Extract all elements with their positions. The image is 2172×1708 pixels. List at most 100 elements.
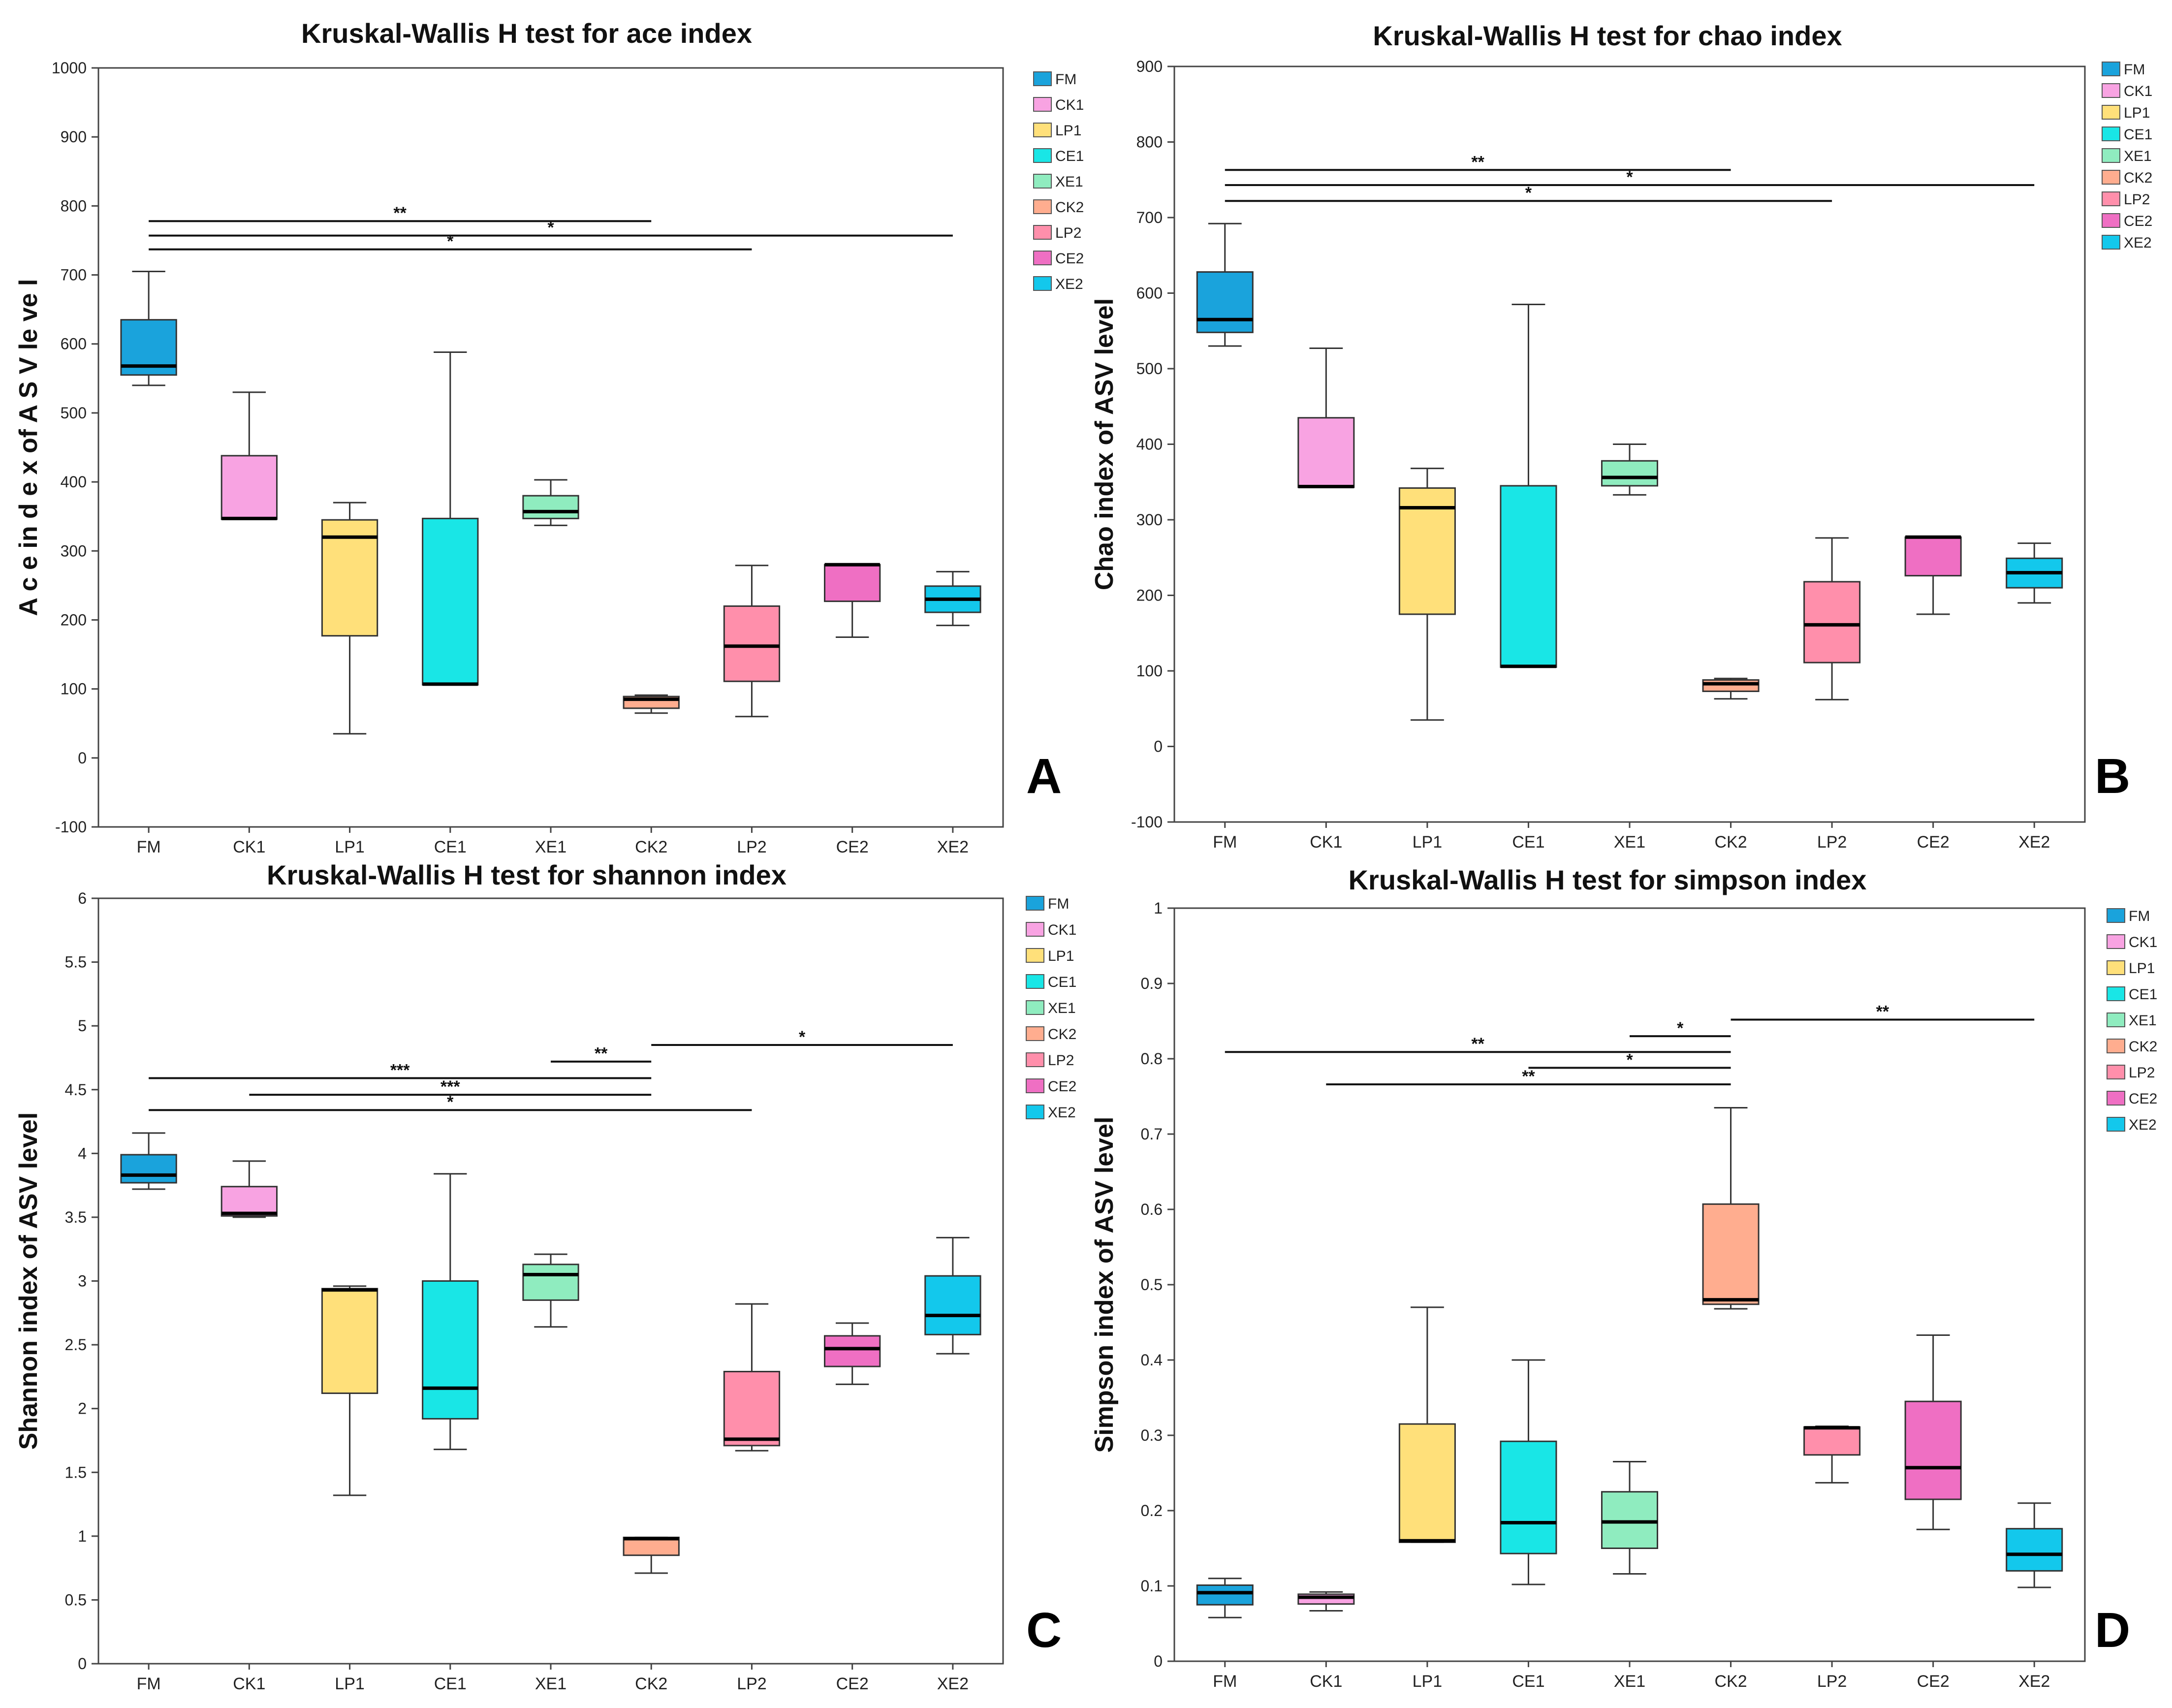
x-tick-label: LP2 [1817, 833, 1847, 852]
significance-label: ** [393, 204, 407, 222]
legend-label: CK2 [2129, 1039, 2157, 1055]
chart-title: Kruskal-Wallis H test for chao index [1373, 20, 1842, 51]
x-tick-label: LP1 [335, 1675, 365, 1693]
y-tick-label: 500 [1136, 360, 1163, 378]
y-tick-label: 700 [61, 266, 87, 284]
box-ce2 [1904, 536, 1962, 577]
legend-swatch [1026, 1078, 1044, 1093]
y-tick-label: 300 [61, 542, 87, 560]
legend-label: LP2 [2124, 191, 2150, 208]
legend-label: CK2 [1055, 199, 1084, 216]
box-lp2 [723, 1371, 781, 1447]
y-tick-label: 3 [78, 1272, 87, 1290]
y-tick-label: 0.7 [1141, 1125, 1163, 1143]
legend-label: CE1 [2124, 127, 2152, 143]
x-tick-label: CK1 [233, 1675, 265, 1693]
x-tick-label: CK2 [635, 838, 667, 856]
y-tick-label: 2 [78, 1400, 87, 1418]
x-tick-label: CE2 [836, 838, 869, 856]
y-axis-label: Chao index of ASV level [1090, 298, 1119, 590]
significance-label: ** [1522, 1067, 1535, 1086]
legend-swatch [2107, 1012, 2125, 1027]
legend-label: XE1 [1048, 1000, 1076, 1016]
y-tick-label: 1 [1154, 899, 1163, 917]
significance-label: ** [595, 1044, 608, 1063]
legend-label: LP1 [2124, 105, 2150, 121]
x-tick-label: LP2 [737, 1675, 767, 1693]
box-ce1 [422, 1280, 479, 1420]
y-tick-label: 500 [61, 404, 87, 422]
legend-label: LP1 [1055, 123, 1081, 139]
y-tick-label: 6 [78, 889, 87, 907]
legend-label: LP1 [2129, 960, 2155, 977]
x-tick-label: FM [1213, 1672, 1237, 1691]
legend-swatch [1026, 1000, 1044, 1015]
y-tick-label: -100 [1131, 813, 1163, 831]
y-tick-label: 3.5 [65, 1208, 87, 1226]
legend-label: XE1 [2124, 148, 2152, 164]
significance-label: *** [441, 1077, 460, 1096]
y-tick-label: 900 [61, 128, 87, 146]
legend-label: CK1 [2124, 83, 2152, 99]
box-ce1 [1500, 1440, 1557, 1554]
chart-svg: -100 0 100 200 300 400 500 600 700 800 900 1000 A c … [14, 59, 1084, 856]
legend-swatch [1026, 1026, 1044, 1041]
box-xe2 [2006, 1528, 2063, 1572]
chart-svg: -100 0 100 200 300 400 500 600 700 800 900 Chao ind… [1090, 58, 2152, 852]
chart-svg: 0 0.5 1 1.5 2 2.5 3 3.5 4 4.5 5 5.5 6 Shannon index o… [14, 889, 1076, 1693]
significance-label: * [447, 1093, 454, 1111]
y-tick-label: 600 [61, 335, 87, 353]
legend-label: CK2 [1048, 1026, 1076, 1043]
legend-label: LP1 [1048, 948, 1074, 964]
significance-label: ** [1471, 153, 1484, 171]
legend-swatch [2102, 127, 2120, 141]
box-ck2 [1702, 679, 1760, 692]
x-tick-label: XE2 [2018, 1672, 2050, 1691]
x-tick-label: FM [137, 1675, 161, 1693]
box-lp2 [723, 605, 781, 682]
legend-swatch [1026, 896, 1044, 911]
legend-swatch [2107, 986, 2125, 1001]
x-tick-label: CK2 [1714, 833, 1747, 852]
y-tick-label: 600 [1136, 285, 1163, 302]
y-tick-label: 0.5 [65, 1591, 87, 1609]
legend-swatch [1033, 199, 1052, 214]
box-ck1 [220, 1186, 278, 1217]
significance-label: *** [390, 1061, 410, 1079]
legend-label: CK2 [2124, 170, 2152, 186]
y-tick-label: 0 [1154, 1652, 1163, 1670]
legend-label: XE2 [1055, 276, 1083, 292]
box-xe1 [522, 495, 579, 519]
y-axis-label: Simpson index of ASV level [1090, 1117, 1119, 1453]
x-tick-label: LP1 [1413, 833, 1443, 852]
x-tick-label: LP1 [335, 838, 365, 856]
y-tick-label: 800 [1136, 133, 1163, 151]
legend-label: CK1 [1055, 97, 1084, 113]
x-tick-label: LP1 [1413, 1672, 1443, 1691]
y-tick-label: 100 [1136, 662, 1163, 680]
legend-label: CE1 [1048, 974, 1076, 990]
x-tick-label: CE2 [1917, 833, 1950, 852]
x-tick-label: CK1 [233, 838, 265, 856]
legend-label: CE2 [1048, 1078, 1076, 1095]
box-ce2 [824, 564, 881, 602]
box-xe1 [522, 1264, 579, 1301]
legend-label: XE2 [1048, 1105, 1076, 1121]
legend-swatch [1033, 251, 1052, 265]
x-tick-label: XE2 [937, 1675, 969, 1693]
y-tick-label: 0.1 [1141, 1577, 1163, 1595]
panel-label: A [1026, 749, 1062, 804]
box-lp2 [1803, 581, 1861, 664]
legend-label: FM [1048, 896, 1069, 912]
legend-label: CE2 [2124, 213, 2152, 229]
x-tick-label: CK1 [1310, 833, 1342, 852]
significance-label: * [1525, 184, 1532, 202]
legend-label: LP2 [2129, 1065, 2155, 1081]
box-ck1 [220, 455, 278, 520]
box-ce1 [422, 517, 479, 686]
x-tick-label: CE1 [1512, 1672, 1544, 1691]
box-ck1 [1297, 417, 1355, 488]
y-tick-label: 700 [1136, 209, 1163, 226]
x-tick-label: CK2 [635, 1675, 667, 1693]
legend-label: CK1 [1048, 922, 1076, 938]
